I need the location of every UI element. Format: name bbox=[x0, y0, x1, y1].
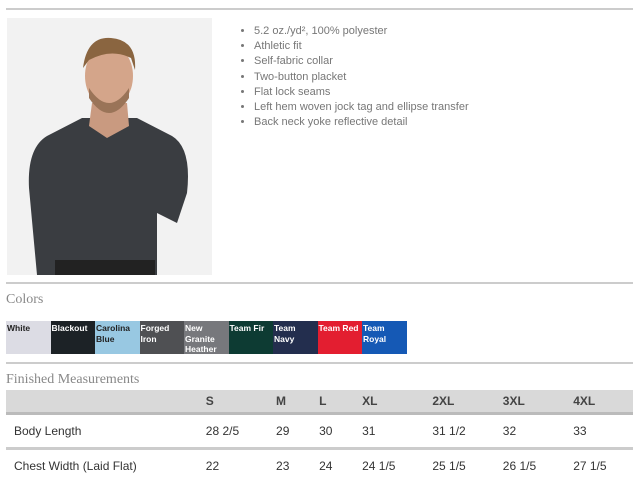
color-swatch[interactable]: Team Navy bbox=[273, 321, 318, 354]
feature-item: Flat lock seams bbox=[254, 85, 469, 100]
measurements-heading: Finished Measurements bbox=[6, 372, 139, 388]
feature-item: Left hem woven jock tag and ellipse tran… bbox=[254, 100, 469, 115]
row-label: Chest Width (Laid Flat) bbox=[6, 449, 205, 482]
measurement-cell: 28 2/5 bbox=[205, 414, 275, 449]
color-swatch[interactable]: Team Red bbox=[318, 321, 363, 354]
size-header: M bbox=[275, 390, 318, 414]
measurement-cell: 33 bbox=[572, 414, 633, 449]
measurement-cell: 31 bbox=[361, 414, 431, 449]
feature-item: Athletic fit bbox=[254, 39, 469, 54]
measurement-cell: 29 bbox=[275, 414, 318, 449]
size-header: 4XL bbox=[572, 390, 633, 414]
size-header: 3XL bbox=[502, 390, 572, 414]
feature-item: 5.2 oz./yd², 100% polyester bbox=[254, 24, 469, 39]
color-swatch[interactable]: Forged Iron bbox=[140, 321, 185, 354]
size-header: 2XL bbox=[431, 390, 501, 414]
size-header: XL bbox=[361, 390, 431, 414]
color-swatch[interactable]: Team Fir bbox=[229, 321, 274, 354]
size-header: S bbox=[205, 390, 275, 414]
color-swatch[interactable]: Blackout bbox=[51, 321, 96, 354]
feature-item: Back neck yoke reflective detail bbox=[254, 115, 469, 130]
measurement-cell: 31 1/2 bbox=[431, 414, 501, 449]
colors-heading: Colors bbox=[6, 292, 43, 308]
color-swatch[interactable]: New Granite Heather bbox=[184, 321, 229, 354]
measurement-cell: 30 bbox=[318, 414, 361, 449]
divider bbox=[6, 8, 633, 10]
measurement-cell: 23 bbox=[275, 449, 318, 482]
measurement-cell: 22 bbox=[205, 449, 275, 482]
row-label: Body Length bbox=[6, 414, 205, 449]
color-swatch[interactable]: Carolina Blue bbox=[95, 321, 140, 354]
feature-item: Self-fabric collar bbox=[254, 54, 469, 69]
divider bbox=[6, 282, 633, 284]
measurement-cell: 25 1/5 bbox=[431, 449, 501, 482]
size-header: L bbox=[318, 390, 361, 414]
color-swatch[interactable]: Team Royal bbox=[362, 321, 407, 354]
measurement-cell: 24 bbox=[318, 449, 361, 482]
product-photo bbox=[7, 18, 212, 275]
measurement-cell: 27 1/5 bbox=[572, 449, 633, 482]
measurement-cell: 26 1/5 bbox=[502, 449, 572, 482]
measurement-cell: 32 bbox=[502, 414, 572, 449]
feature-item: Two-button placket bbox=[254, 70, 469, 85]
measurement-cell: 24 1/5 bbox=[361, 449, 431, 482]
color-swatch[interactable]: White bbox=[6, 321, 51, 354]
divider bbox=[6, 362, 633, 364]
feature-list: 5.2 oz./yd², 100% polyester Athletic fit… bbox=[240, 24, 469, 130]
